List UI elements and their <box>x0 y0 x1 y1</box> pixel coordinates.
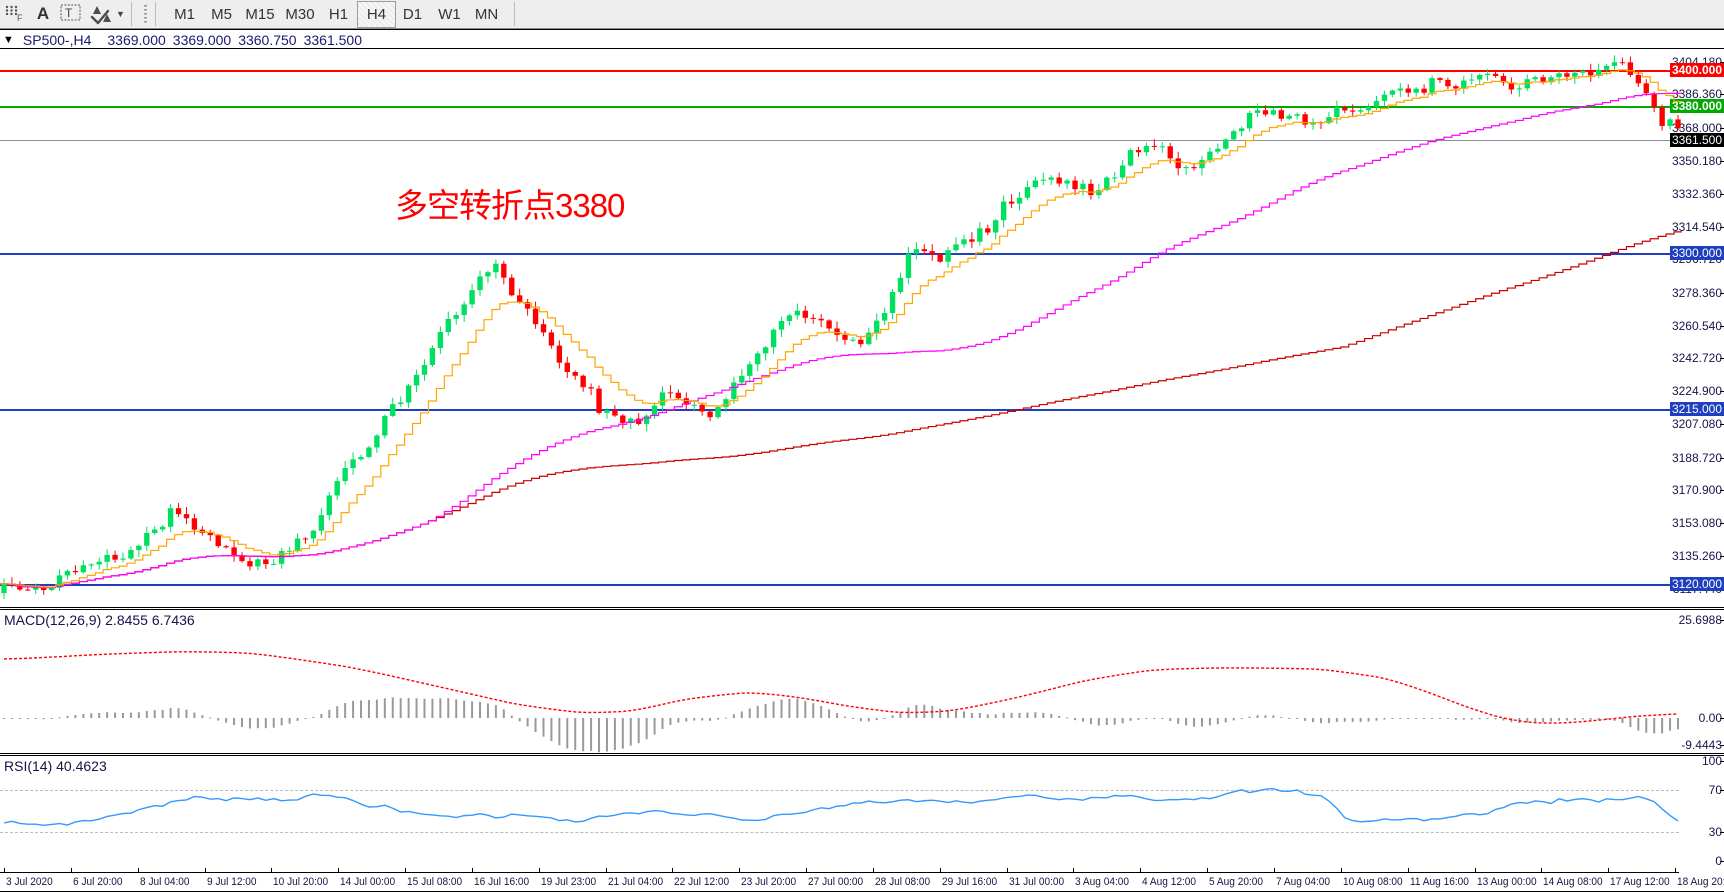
svg-text:T: T <box>65 6 73 20</box>
svg-text:F: F <box>17 13 23 23</box>
